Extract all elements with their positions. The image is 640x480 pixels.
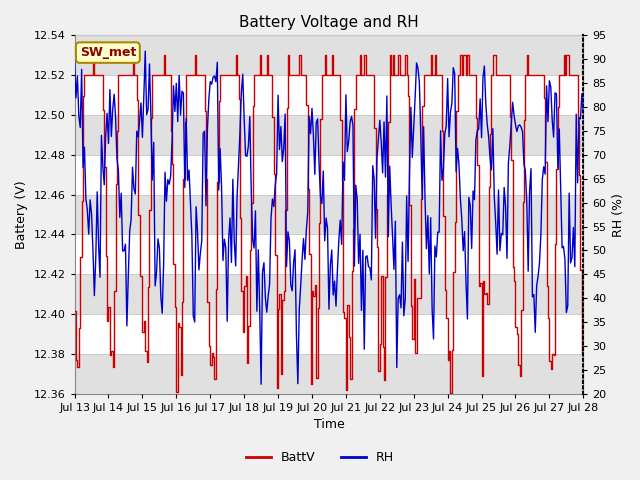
Bar — [75, 354, 583, 394]
Y-axis label: Battery (V): Battery (V) — [15, 180, 28, 249]
X-axis label: Time: Time — [314, 419, 344, 432]
Legend: BattV, RH: BattV, RH — [241, 446, 399, 469]
Bar — [75, 275, 583, 314]
Bar — [75, 195, 583, 235]
Text: SW_met: SW_met — [79, 46, 136, 59]
Bar — [75, 115, 583, 155]
Y-axis label: RH (%): RH (%) — [612, 192, 625, 237]
Bar — [75, 36, 583, 75]
Title: Battery Voltage and RH: Battery Voltage and RH — [239, 15, 419, 30]
